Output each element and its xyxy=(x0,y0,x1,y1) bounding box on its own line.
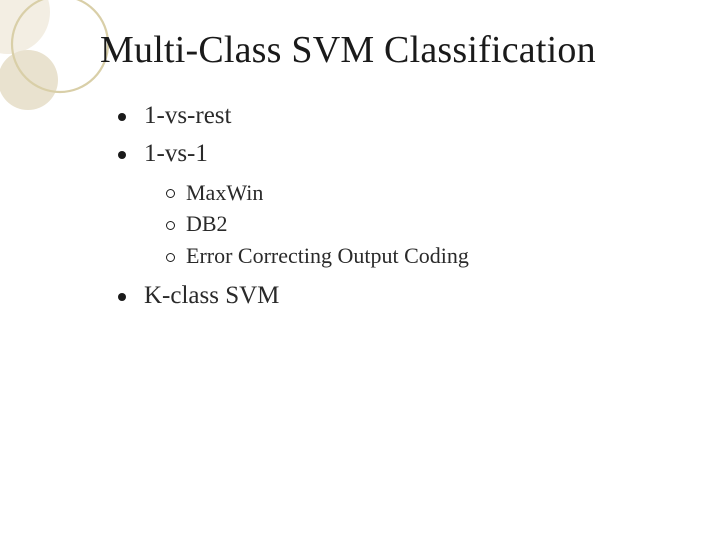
sub-bullet-text: Error Correcting Output Coding xyxy=(186,243,469,268)
bullet-text: K-class SVM xyxy=(144,282,279,309)
bullet-item: K-class SVM xyxy=(118,278,670,314)
sub-bullet-item: DB2 xyxy=(166,208,670,240)
sub-bullet-item: Error Correcting Output Coding xyxy=(166,240,670,272)
bullet-item: 1-vs-rest xyxy=(118,98,670,134)
bullet-text: 1-vs-rest xyxy=(144,102,231,129)
sub-bullet-text: MaxWin xyxy=(186,180,263,205)
bullet-text: 1-vs-1 xyxy=(144,140,208,167)
slide-title: Multi-Class SVM Classification xyxy=(100,28,670,72)
slide: Multi-Class SVM Classification 1-vs-rest… xyxy=(0,0,720,540)
bullet-item: 1-vs-1 MaxWin DB2 Error Correcting Outpu… xyxy=(118,136,670,272)
sub-bullet-list: MaxWin DB2 Error Correcting Output Codin… xyxy=(144,177,670,273)
sub-bullet-text: DB2 xyxy=(186,211,228,236)
bullet-list: 1-vs-rest 1-vs-1 MaxWin DB2 Error Correc… xyxy=(100,98,670,314)
sub-bullet-item: MaxWin xyxy=(166,177,670,209)
